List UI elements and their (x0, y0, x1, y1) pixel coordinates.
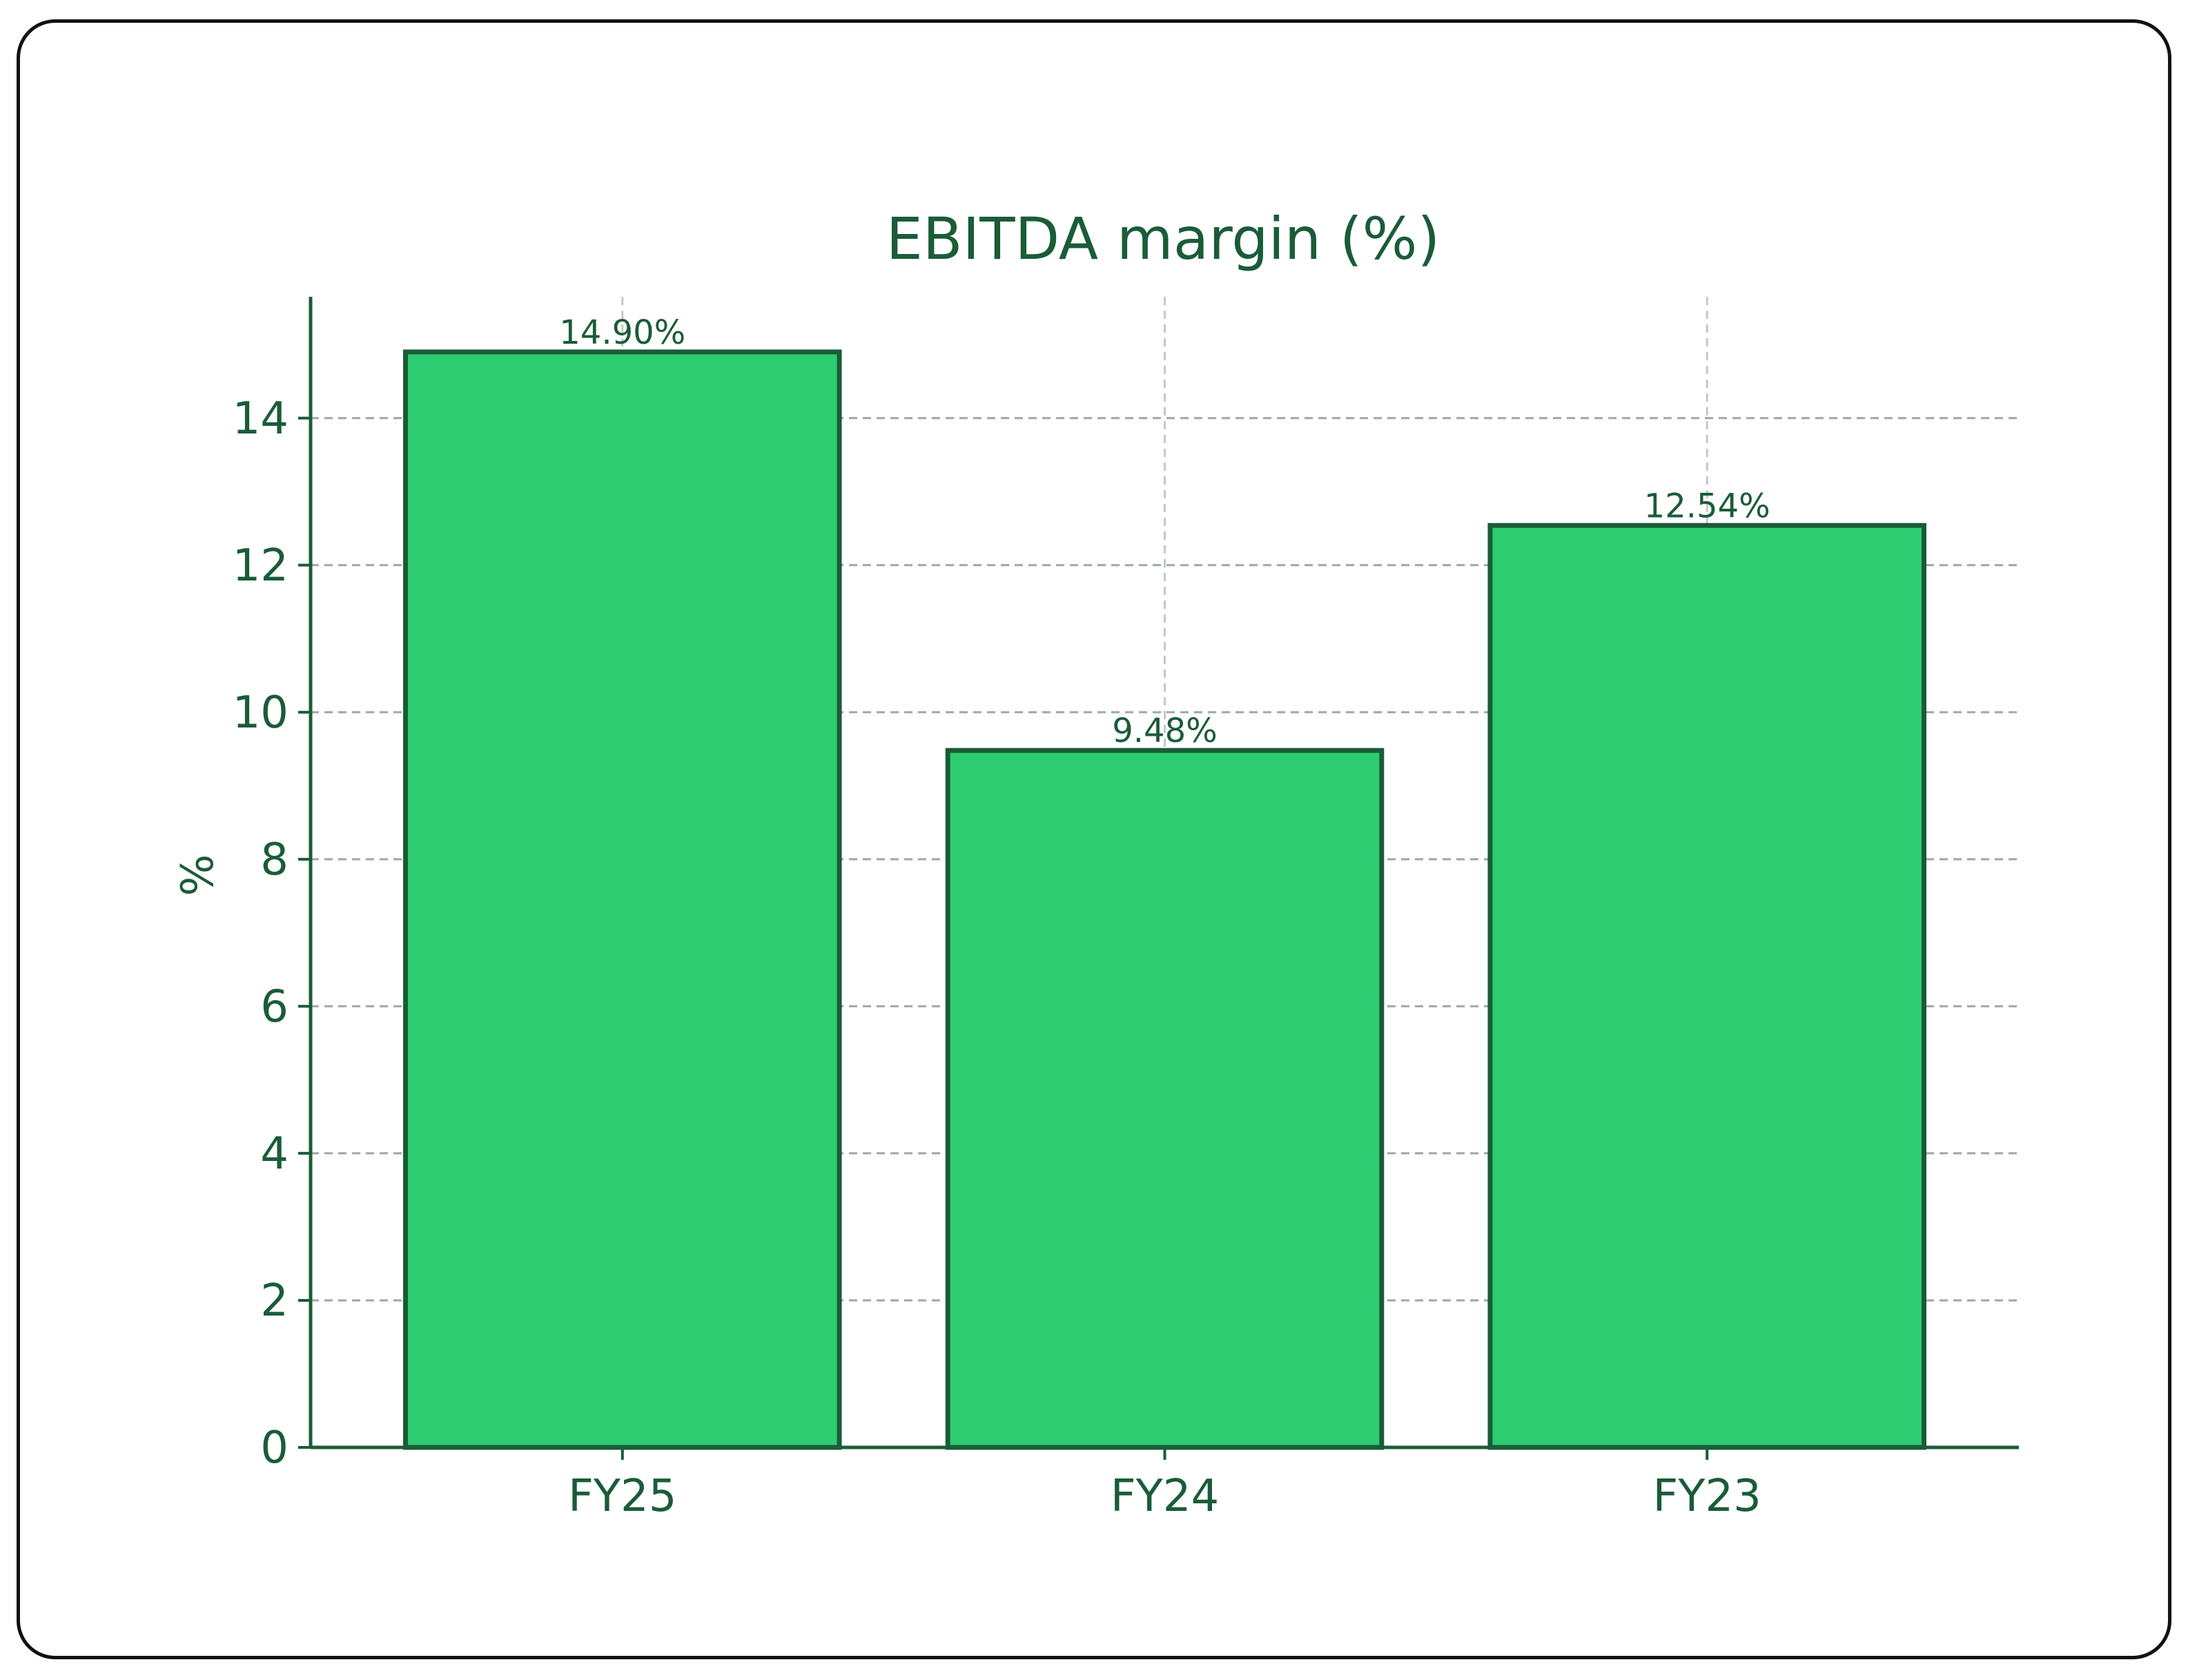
x-tick-label: FY25 (568, 1471, 676, 1522)
x-tick-label: FY23 (1653, 1471, 1761, 1522)
y-tick-label: 8 (260, 834, 289, 886)
bars (403, 349, 1926, 1450)
tick-labels: 0 2 4 6 8 10 12 14 14.90% FY25 9.48% FY24 12.54% FY23 (233, 313, 1770, 1522)
y-tick-label: 12 (233, 540, 289, 592)
data-label: 14.90% (559, 313, 685, 352)
data-label: 9.48% (1112, 712, 1217, 750)
y-tick-label: 6 (260, 981, 289, 1033)
y-tick-label: 10 (233, 687, 289, 739)
bar-fy25 (403, 349, 842, 1450)
chart-title: EBITDA margin (%) (886, 205, 1440, 273)
y-tick-label: 2 (260, 1276, 289, 1327)
axes (298, 297, 2019, 1460)
y-axis-label: % (173, 854, 224, 897)
y-tick-label: 4 (260, 1129, 289, 1180)
data-label: 12.54% (1644, 487, 1770, 525)
bar-fy23 (1487, 522, 1926, 1450)
bar-fy24 (945, 748, 1385, 1450)
x-tick-label: FY24 (1111, 1471, 1219, 1522)
y-tick-label: 0 (260, 1423, 289, 1474)
y-tick-label: 14 (233, 393, 289, 445)
